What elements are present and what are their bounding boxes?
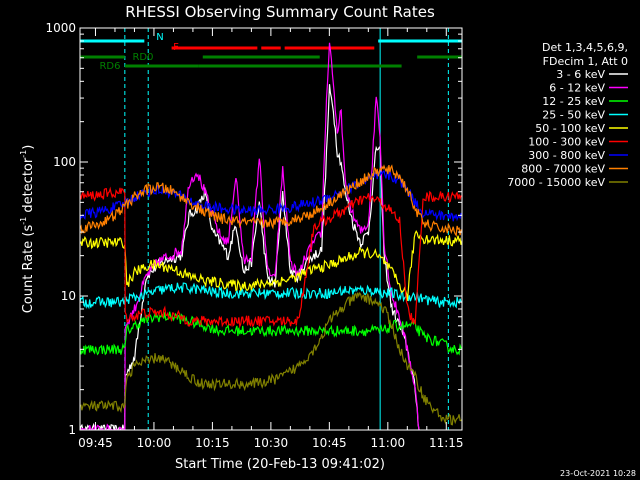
x-tick-label: 11:15 (429, 436, 464, 450)
series-line-3 (80, 282, 462, 310)
y-axis-label: Count Rate (s-1 detector-1) (19, 145, 36, 314)
y-tick-label: 1 (68, 423, 76, 437)
night-boundary-lines (124, 28, 449, 430)
y-axis-ticks: 1 10 100 1000 (45, 21, 462, 437)
legend-entry-0: 3 - 6 keV (556, 68, 605, 81)
chart-title: RHESSI Observing Summary Count Rates (125, 3, 435, 21)
legend-entry-7: 800 - 7000 keV (521, 163, 605, 176)
flag-label-n: N (156, 32, 163, 43)
legend-entry-6: 300 - 800 keV (528, 149, 605, 162)
flag-label-rd6: RD6 (99, 61, 120, 72)
x-tick-label: 10:45 (312, 436, 347, 450)
legend-entry-8: 7000 - 15000 keV (507, 176, 605, 189)
y-tick-label: 1000 (45, 21, 76, 35)
x-tick-label: 11:00 (371, 436, 406, 450)
series-line-1 (80, 42, 420, 430)
x-axis-label: Start Time (20-Feb-13 09:41:02) (175, 457, 385, 472)
flag-label-rd0: RD0 (132, 52, 153, 63)
series-line-5 (80, 186, 462, 329)
legend-entry-3: 25 - 50 keV (542, 109, 605, 122)
legend-entry-2: 12 - 25 keV (542, 95, 605, 108)
render-timestamp: 23-Oct-2021 10:28 (560, 469, 636, 478)
x-tick-label: 10:00 (137, 436, 172, 450)
legend-header-line-2: FDecim 1, Att 0 (543, 55, 628, 68)
series-line-7 (80, 164, 462, 238)
x-tick-label: 10:15 (195, 436, 230, 450)
count-rate-series (80, 42, 462, 430)
series-line-4 (80, 230, 462, 301)
x-axis-ticks: 09:45 10:00 10:15 10:30 10:45 11:00 11:15 (78, 28, 464, 450)
x-tick-label: 09:45 (78, 436, 113, 450)
legend-entry-1: 6 - 12 keV (549, 82, 605, 95)
y-tick-label: 100 (53, 155, 76, 169)
series-line-8 (80, 291, 462, 426)
x-tick-label: 10:30 (254, 436, 289, 450)
legend-entry-4: 50 - 100 keV (535, 122, 605, 135)
legend-entry-5: 100 - 300 keV (528, 136, 605, 149)
flag-label-f: F (173, 42, 179, 53)
observing-flags (80, 39, 462, 68)
series-line-0 (80, 84, 420, 430)
legend-header-line-1: Det 1,3,4,5,6,9, (542, 41, 628, 54)
series-line-2 (80, 311, 462, 356)
y-tick-label: 10 (61, 289, 76, 303)
legend: Det 1,3,4,5,6,9, FDecim 1, Att 0 3 - 6 k… (507, 41, 628, 189)
